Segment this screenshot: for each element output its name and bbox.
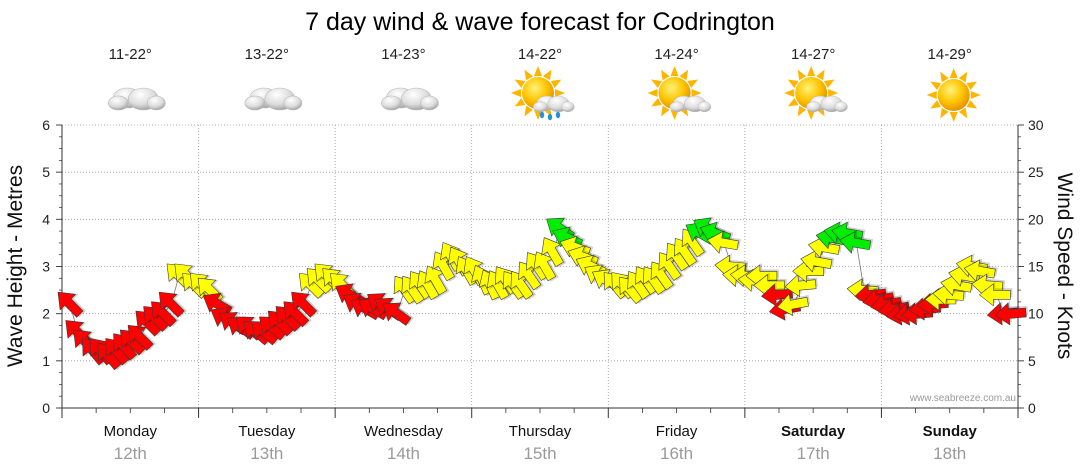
sunny-icon (926, 68, 981, 122)
day-name: Friday (656, 423, 698, 440)
wind-arrow (839, 229, 874, 254)
right-tick-label: 15 (1028, 259, 1044, 275)
right-tick-label: 25 (1028, 164, 1044, 180)
wind-arrow (291, 291, 320, 318)
wind-arrow-series (57, 217, 1029, 371)
wind-arrow (127, 324, 157, 351)
day-name: Thursday (509, 423, 572, 440)
day-date: 18th (933, 444, 966, 463)
left-tick-label: 4 (42, 211, 50, 227)
day-temp-range: 14-22° (518, 46, 562, 63)
day-date: 14th (387, 444, 420, 463)
day-temp-range: 14-29° (928, 46, 972, 63)
left-tick-label: 2 (42, 306, 50, 322)
left-tick-label: 1 (42, 353, 50, 369)
cloudy-icon (107, 87, 166, 111)
partly-cloudy-icon (647, 66, 712, 120)
left-tick-label: 0 (42, 400, 50, 416)
chart-title: 7 day wind & wave forecast for Codringto… (305, 8, 775, 36)
day-temp-range: 11-22° (109, 46, 152, 63)
right-axis-label: Wind Speed - Knots (1053, 173, 1076, 360)
day-date: 15th (523, 444, 556, 463)
wind-arrow (382, 302, 414, 326)
right-tick-label: 0 (1028, 400, 1036, 416)
wind-arrow (57, 291, 86, 318)
sun-cloud-rain-icon (511, 66, 575, 121)
day-name: Wednesday (364, 423, 443, 440)
day-date: 13th (250, 444, 283, 463)
wind-arrow (699, 220, 734, 244)
wind-arrow (979, 281, 1013, 307)
plot-area: 0 1 2 3 4 5 6 0 5 10 15 20 25 30 (42, 117, 1044, 418)
day-temp-range: 14-27° (791, 46, 835, 63)
right-tick-label: 5 (1028, 353, 1036, 369)
day-labels: Monday 12th Tuesday 13th Wednesday 14th Thursd… (104, 423, 978, 463)
wind-arrow (158, 291, 188, 318)
credit-text: www.seabreeze.com.au (909, 393, 1016, 404)
wind-arrow (994, 300, 1029, 326)
day-temp-range: 14-24° (654, 46, 698, 63)
cloudy-icon (244, 87, 303, 111)
daily-summary-row: 11-22° 13-22° 14-23° 14-22° 14-24° 14-27° 14-2… (107, 46, 981, 122)
wind-arrow (800, 248, 835, 273)
wind-arrow (776, 291, 811, 316)
day-date: 16th (660, 444, 693, 463)
partly-cloudy-icon (784, 66, 848, 120)
day-temp-range: 14-23° (381, 46, 425, 63)
left-axis-label: Wave Height - Metres (4, 165, 27, 367)
wind-arrow (706, 229, 741, 254)
right-tick-label: 20 (1028, 211, 1044, 227)
day-date: 12th (114, 444, 147, 463)
svg-text:Wave Height - Metres: Wave Height - Metres (4, 165, 27, 367)
left-tick-label: 5 (42, 164, 50, 180)
wind-arrow (963, 258, 998, 282)
svg-text:Wind Speed - Knots: Wind Speed - Knots (1053, 173, 1076, 360)
left-tick-label: 6 (42, 117, 50, 133)
day-name: Sunday (923, 423, 978, 440)
right-tick-label: 30 (1028, 117, 1044, 133)
cloudy-icon (381, 87, 439, 111)
left-tick-label: 3 (42, 259, 50, 275)
day-name: Tuesday (238, 423, 295, 440)
right-tick-label: 10 (1028, 306, 1044, 322)
day-temp-range: 13-22° (245, 46, 289, 63)
day-name: Saturday (781, 423, 846, 440)
day-name: Monday (104, 423, 158, 440)
day-date: 17th (797, 444, 830, 463)
